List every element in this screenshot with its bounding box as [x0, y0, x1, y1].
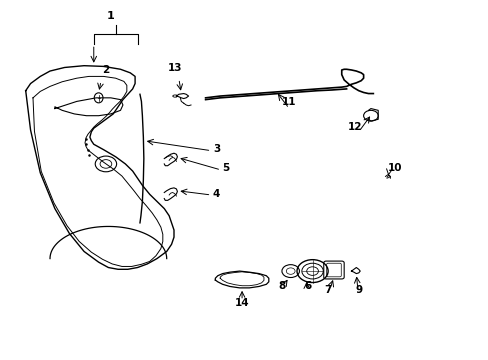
- Text: 7: 7: [324, 285, 331, 295]
- Text: 2: 2: [102, 65, 109, 75]
- Text: 12: 12: [347, 122, 362, 132]
- Text: 8: 8: [278, 280, 285, 291]
- Text: 11: 11: [282, 97, 296, 107]
- Text: 5: 5: [222, 163, 229, 173]
- Text: 14: 14: [234, 298, 249, 308]
- Text: 1: 1: [107, 11, 114, 21]
- Text: 6: 6: [304, 280, 311, 291]
- Text: 4: 4: [212, 189, 220, 199]
- Text: 13: 13: [168, 63, 183, 73]
- Text: 9: 9: [354, 285, 362, 295]
- Text: 10: 10: [387, 163, 402, 173]
- Text: 3: 3: [212, 144, 220, 154]
